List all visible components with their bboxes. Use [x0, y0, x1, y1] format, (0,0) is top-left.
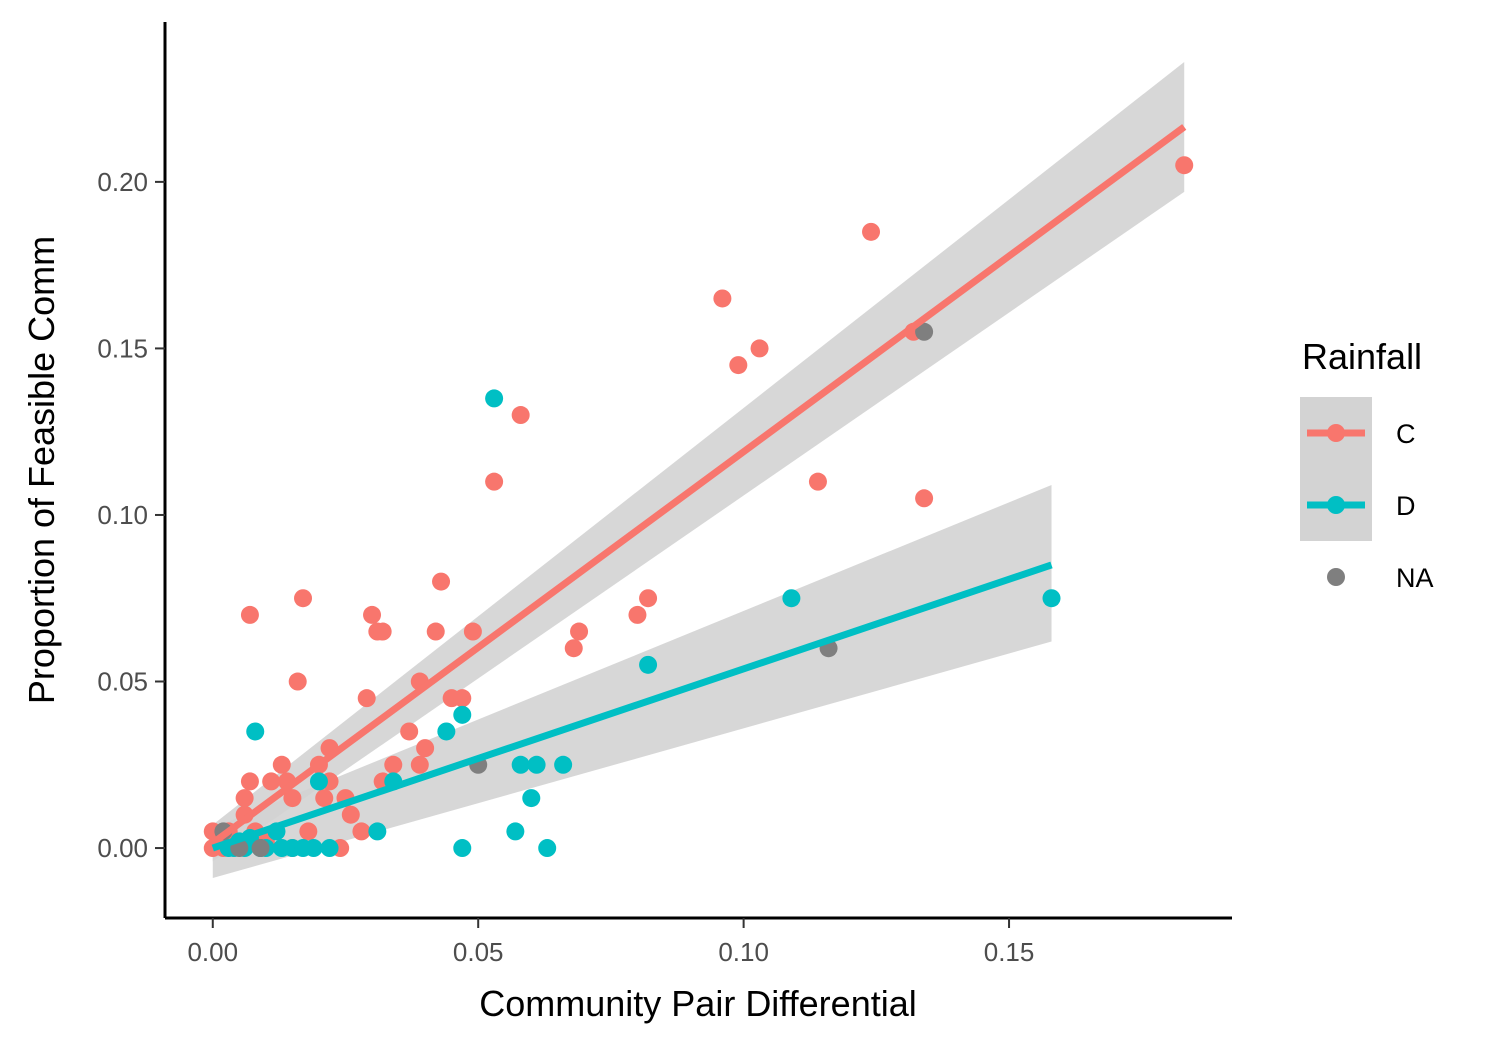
point-c-49 — [729, 356, 748, 375]
point-c-46 — [628, 605, 647, 624]
point-d-25 — [538, 839, 557, 858]
point-d-14 — [320, 839, 339, 858]
y-tick-label: 0.15 — [97, 333, 148, 363]
axes — [163, 22, 1232, 920]
point-c-41 — [463, 622, 482, 641]
x-tick-label: 0.15 — [984, 937, 1035, 967]
point-d-19 — [453, 839, 472, 858]
legend-key-point-c — [1327, 424, 1345, 442]
point-d-29 — [1042, 589, 1061, 608]
point-d-27 — [639, 655, 658, 674]
legend-key-point-d — [1327, 496, 1345, 514]
x-axis-ticks: 0.00 0.05 0.10 0.15 — [187, 918, 1034, 967]
point-c-38 — [432, 572, 451, 591]
point-c-51 — [808, 472, 827, 491]
legend-label-na: NA — [1396, 563, 1434, 593]
x-tick-label: 0.10 — [718, 937, 769, 967]
point-c-52 — [862, 222, 881, 241]
point-d-17 — [437, 722, 456, 741]
point-c-48 — [713, 289, 732, 308]
point-c-55 — [1175, 156, 1194, 175]
point-c-30 — [373, 622, 392, 641]
point-c-33 — [400, 722, 419, 741]
point-c-27 — [357, 689, 376, 708]
point-d-26 — [554, 755, 573, 774]
data-points — [203, 156, 1194, 858]
point-na-5 — [915, 322, 934, 341]
point-c-35 — [410, 755, 429, 774]
point-d-22 — [511, 755, 530, 774]
point-c-26 — [352, 822, 371, 841]
point-d-21 — [506, 822, 525, 841]
point-c-14 — [283, 789, 302, 808]
y-tick-label: 0.05 — [97, 667, 148, 697]
point-d-23 — [522, 789, 541, 808]
point-c-45 — [570, 622, 589, 641]
point-d-15 — [368, 822, 387, 841]
point-d-5 — [246, 722, 265, 741]
point-c-28 — [363, 605, 382, 624]
legend-title: Rainfall — [1302, 336, 1422, 377]
legend-label-d: D — [1396, 491, 1416, 521]
point-c-43 — [511, 406, 530, 425]
legend-keys: C D NA — [1300, 397, 1434, 593]
point-c-20 — [315, 789, 334, 808]
x-tick-label: 0.05 — [453, 937, 504, 967]
legend-label-c: C — [1396, 419, 1416, 449]
point-d-20 — [485, 389, 504, 408]
point-c-12 — [272, 755, 291, 774]
y-tick-label: 0.20 — [97, 167, 148, 197]
y-tick-label: 0.10 — [97, 500, 148, 530]
point-c-40 — [453, 689, 472, 708]
fit-line-d — [211, 561, 1053, 852]
point-c-7 — [240, 772, 259, 791]
point-na-2 — [251, 839, 270, 858]
point-c-50 — [750, 339, 769, 358]
point-c-44 — [564, 639, 583, 658]
x-axis-title: Community Pair Differential — [479, 983, 916, 1024]
point-c-11 — [262, 772, 281, 791]
point-c-37 — [426, 622, 445, 641]
x-tick-label: 0.00 — [187, 937, 238, 967]
point-d-12 — [304, 839, 323, 858]
point-c-25 — [341, 805, 360, 824]
point-c-32 — [384, 755, 403, 774]
y-tick-label: 0.00 — [97, 833, 148, 863]
y-axis-title: Proportion of Feasible Comm — [21, 236, 62, 704]
fit-lines — [210, 124, 1187, 852]
point-d-24 — [527, 755, 546, 774]
legend: Rainfall C D NA — [1300, 336, 1434, 593]
point-c-42 — [485, 472, 504, 491]
point-d-28 — [782, 589, 801, 608]
point-c-18 — [299, 822, 318, 841]
point-c-36 — [416, 739, 435, 758]
point-c-47 — [639, 589, 658, 608]
point-d-13 — [309, 772, 328, 791]
point-c-6 — [235, 789, 254, 808]
fit-line-c — [210, 124, 1187, 846]
y-axis-ticks: 0.00 0.05 0.10 0.15 0.20 — [97, 167, 165, 863]
point-c-8 — [240, 605, 259, 624]
confidence-ribbons — [212, 61, 1185, 879]
point-c-16 — [288, 672, 307, 691]
point-c-17 — [294, 589, 313, 608]
point-d-18 — [453, 705, 472, 724]
ribbon-c — [212, 61, 1185, 862]
point-c-54 — [915, 489, 934, 508]
legend-key-point-na — [1327, 568, 1345, 586]
